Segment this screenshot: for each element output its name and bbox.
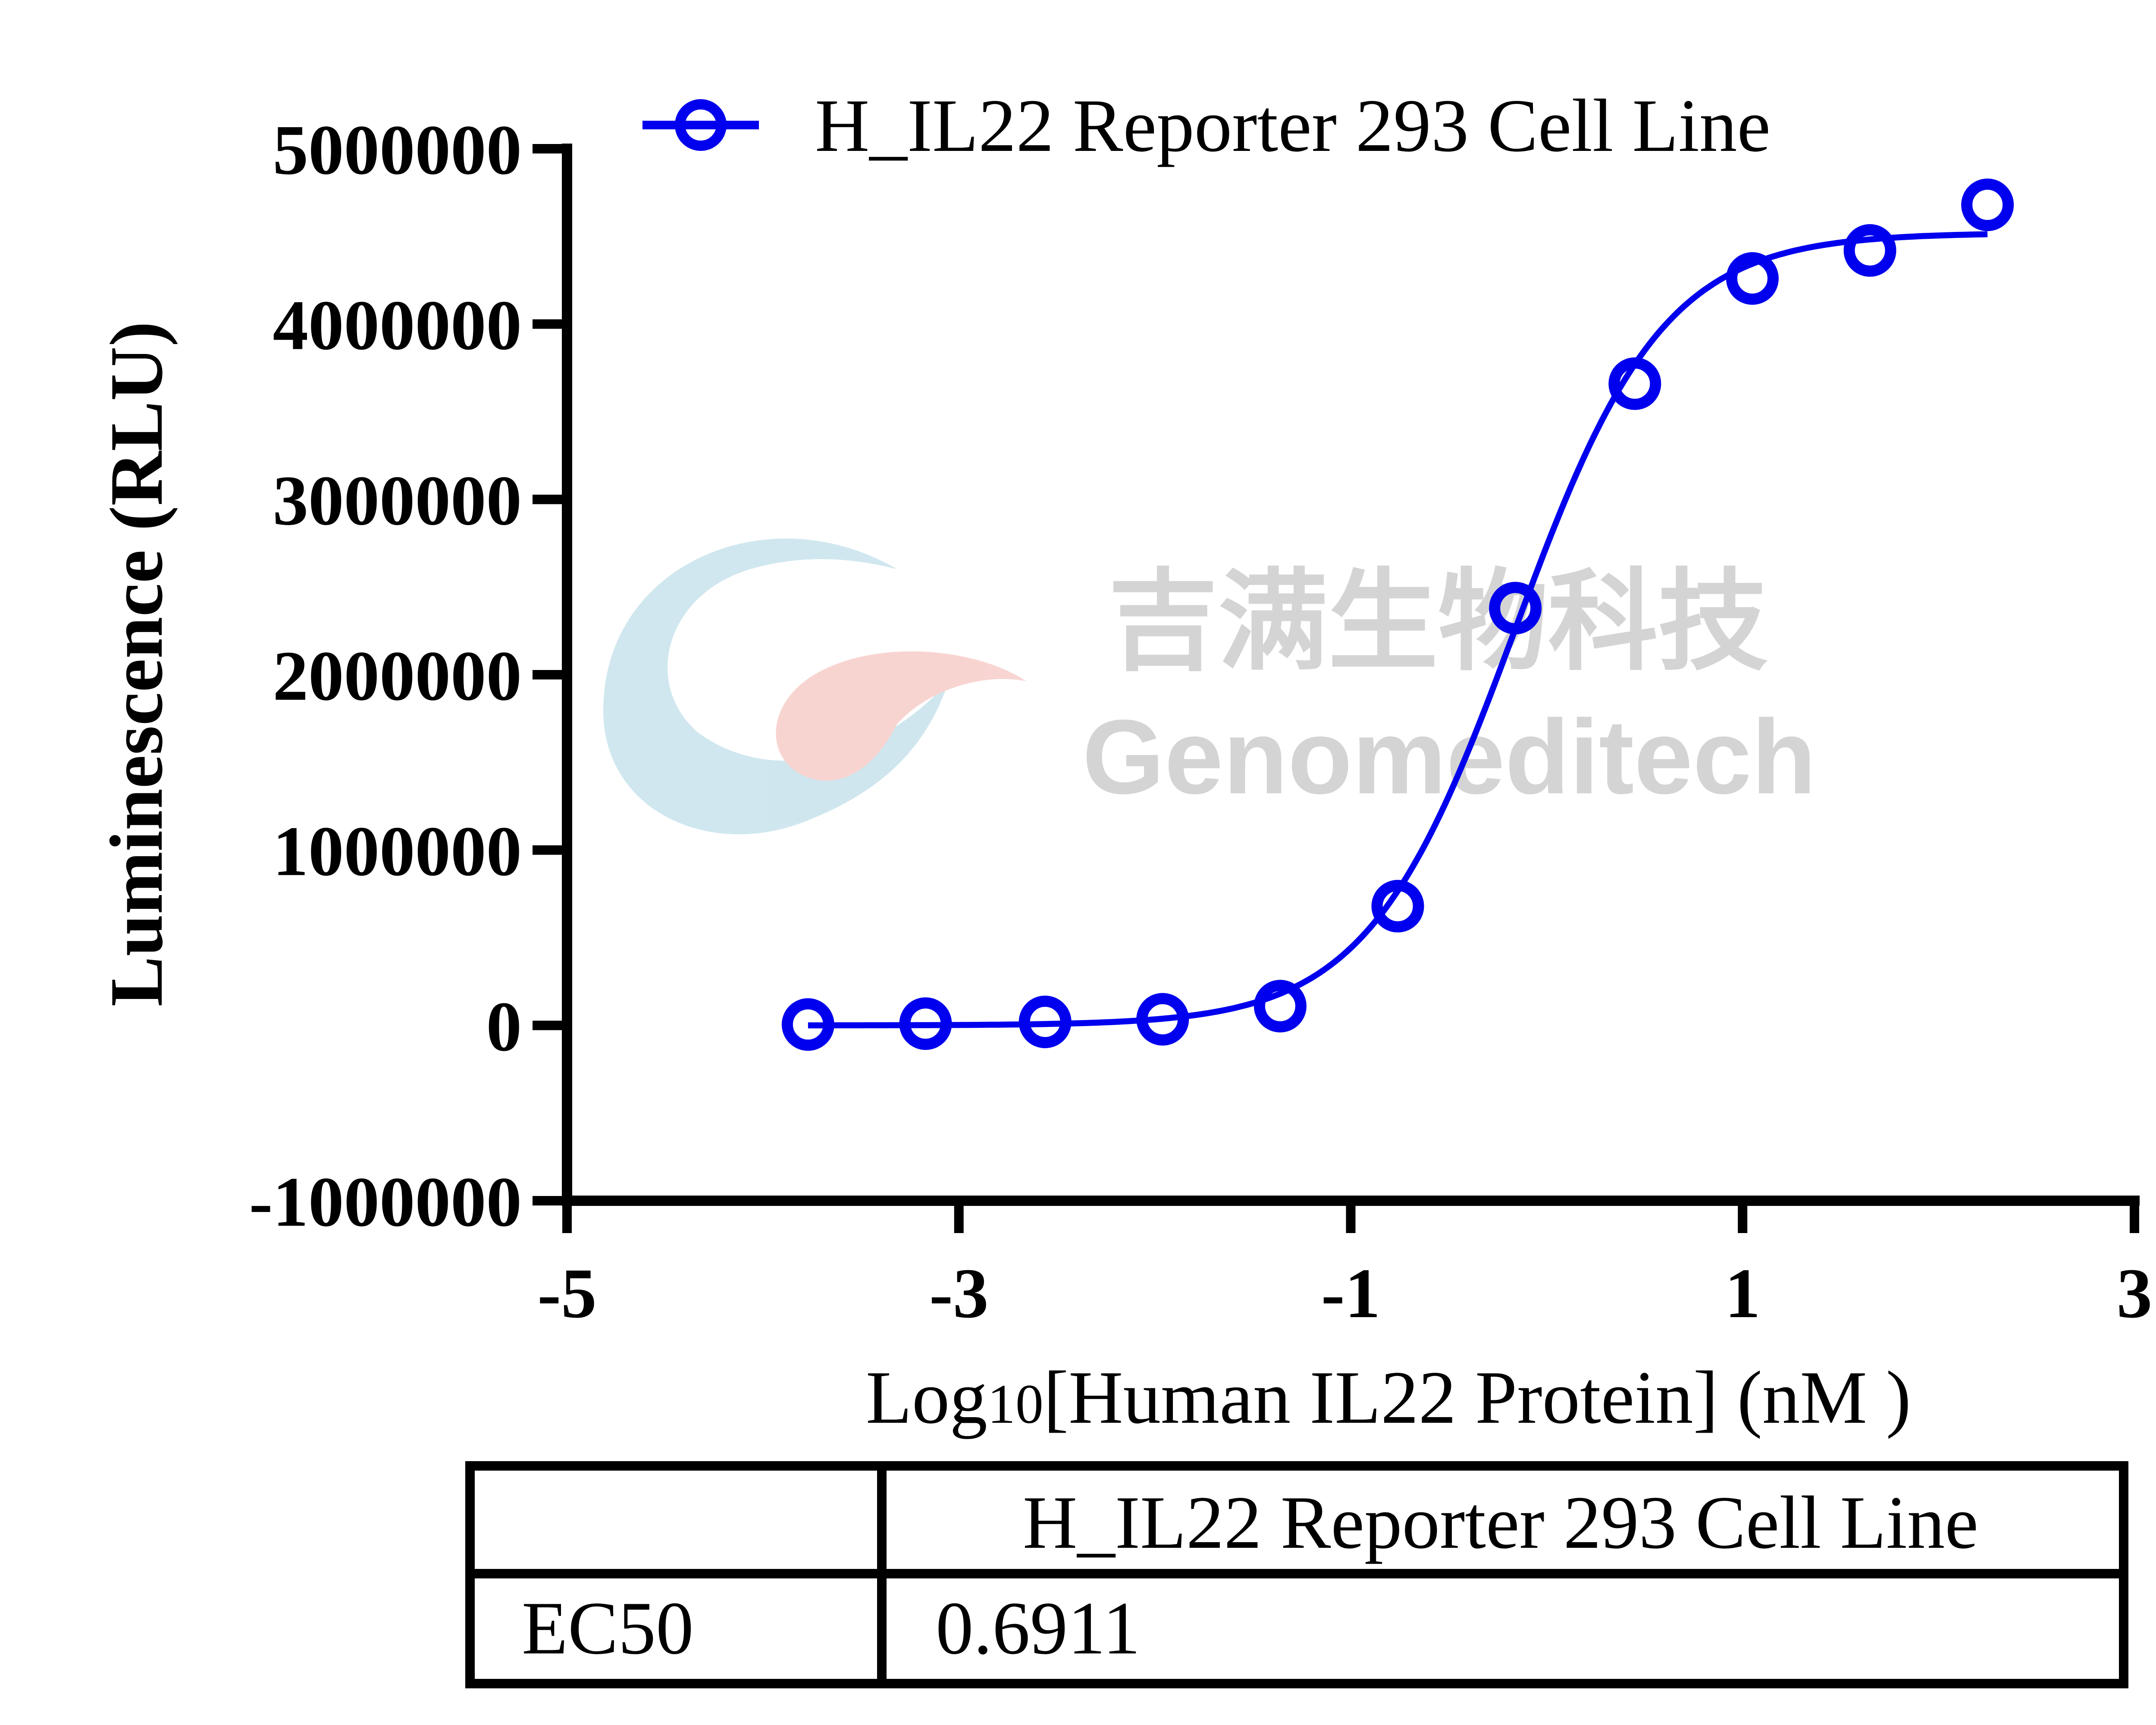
x-tick-label: -3 bbox=[929, 1254, 988, 1333]
x-axis: -5 -3 -1 1 3 bbox=[537, 1196, 2152, 1333]
y-axis: -1000000 0 1000000 2000000 3000000 4000000 500… bbox=[249, 110, 572, 1241]
table-header-cell-1: H_IL22 Reporter 293 Cell Line bbox=[1023, 1481, 1978, 1564]
y-tick-label: 4000000 bbox=[273, 286, 522, 365]
y-axis-ticks: -1000000 0 1000000 2000000 3000000 4000000 500… bbox=[249, 110, 567, 1241]
watermark-chinese: 吉满生物科技 bbox=[1108, 558, 1768, 686]
x-tick-label: -5 bbox=[537, 1254, 596, 1333]
x-tick-label: 3 bbox=[2117, 1254, 2153, 1333]
x-axis-title-prefix: Log bbox=[866, 1356, 987, 1439]
y-tick-label: 1000000 bbox=[273, 812, 522, 891]
watermark-logo bbox=[603, 538, 1026, 835]
data-point bbox=[1371, 880, 1424, 933]
data-point bbox=[1843, 224, 1896, 277]
x-axis-title-rest: [Human IL22 Protein] (nM ) bbox=[1044, 1356, 1911, 1439]
y-tick-label: 0 bbox=[486, 987, 522, 1066]
x-tick-label: 1 bbox=[1725, 1254, 1761, 1333]
data-point bbox=[781, 998, 834, 1051]
table-cell-ec50-value: 0.6911 bbox=[936, 1586, 1141, 1670]
y-tick-label: 5000000 bbox=[273, 110, 522, 189]
x-axis-ticks: -5 -3 -1 1 3 bbox=[537, 1201, 2152, 1333]
data-point bbox=[1726, 252, 1779, 305]
data-point bbox=[899, 997, 952, 1050]
y-tick-label: -1000000 bbox=[249, 1162, 522, 1241]
x-axis-title: Log10[Human IL22 Protein] (nM ) bbox=[866, 1356, 1911, 1439]
plot-area bbox=[781, 178, 2014, 1051]
y-axis-title: Luminescence (RLU) bbox=[94, 321, 178, 1006]
results-table: H_IL22 Reporter 293 Cell Line EC50 0.691… bbox=[465, 1461, 2128, 1688]
x-axis-title-subscript: 10 bbox=[987, 1373, 1044, 1435]
table-cell-ec50-label: EC50 bbox=[522, 1586, 694, 1670]
legend-label: H_IL22 Reporter 293 Cell Line bbox=[815, 84, 1771, 167]
data-point bbox=[1253, 980, 1307, 1033]
data-points bbox=[781, 178, 2014, 1051]
y-tick-label: 3000000 bbox=[273, 461, 522, 540]
y-tick-label: 2000000 bbox=[273, 636, 522, 715]
data-point bbox=[1608, 357, 1661, 410]
data-point bbox=[1136, 993, 1189, 1046]
legend-marker bbox=[675, 99, 727, 151]
data-point bbox=[1961, 178, 2014, 232]
data-point bbox=[1018, 996, 1072, 1049]
data-point bbox=[1489, 582, 1542, 635]
legend: H_IL22 Reporter 293 Cell Line bbox=[642, 84, 1771, 167]
x-tick-label: -1 bbox=[1321, 1254, 1380, 1333]
